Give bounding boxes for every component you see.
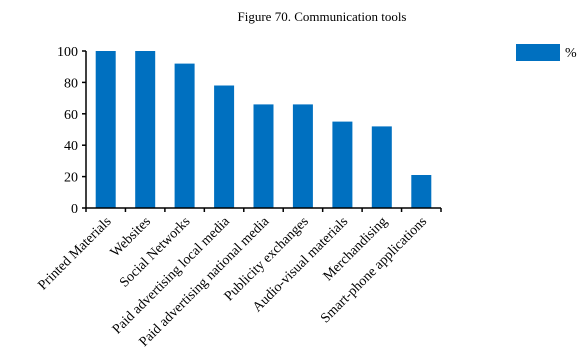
bar-1 [95, 51, 116, 208]
y-tick-label-3: 40 [64, 139, 78, 154]
y-tick-label-2: 20 [64, 171, 78, 186]
y-tick-label-4: 60 [64, 108, 78, 123]
x-category-label-1: Printed Materials [35, 214, 114, 293]
bar-6 [292, 104, 313, 208]
bars-group [95, 51, 432, 208]
legend: % [516, 44, 577, 61]
bar-8 [371, 126, 392, 208]
bar-7 [332, 121, 353, 208]
axes-group [82, 50, 442, 212]
legend-label: % [565, 46, 577, 61]
bar-5 [253, 104, 274, 208]
bar-3 [174, 63, 195, 208]
bar-4 [214, 85, 235, 208]
y-tick-label-6: 100 [57, 45, 78, 60]
y-tick-labels: 0 20 40 60 80 100 [57, 45, 78, 217]
legend-swatch [516, 44, 560, 61]
bar-9 [411, 175, 432, 208]
bar-2 [135, 51, 156, 208]
x-category-label-3: Social Networks [117, 214, 193, 290]
y-tick-label-5: 80 [64, 76, 78, 91]
y-tick-label-1: 0 [71, 202, 78, 217]
chart-title: Figure 70. Communication tools [238, 9, 407, 24]
